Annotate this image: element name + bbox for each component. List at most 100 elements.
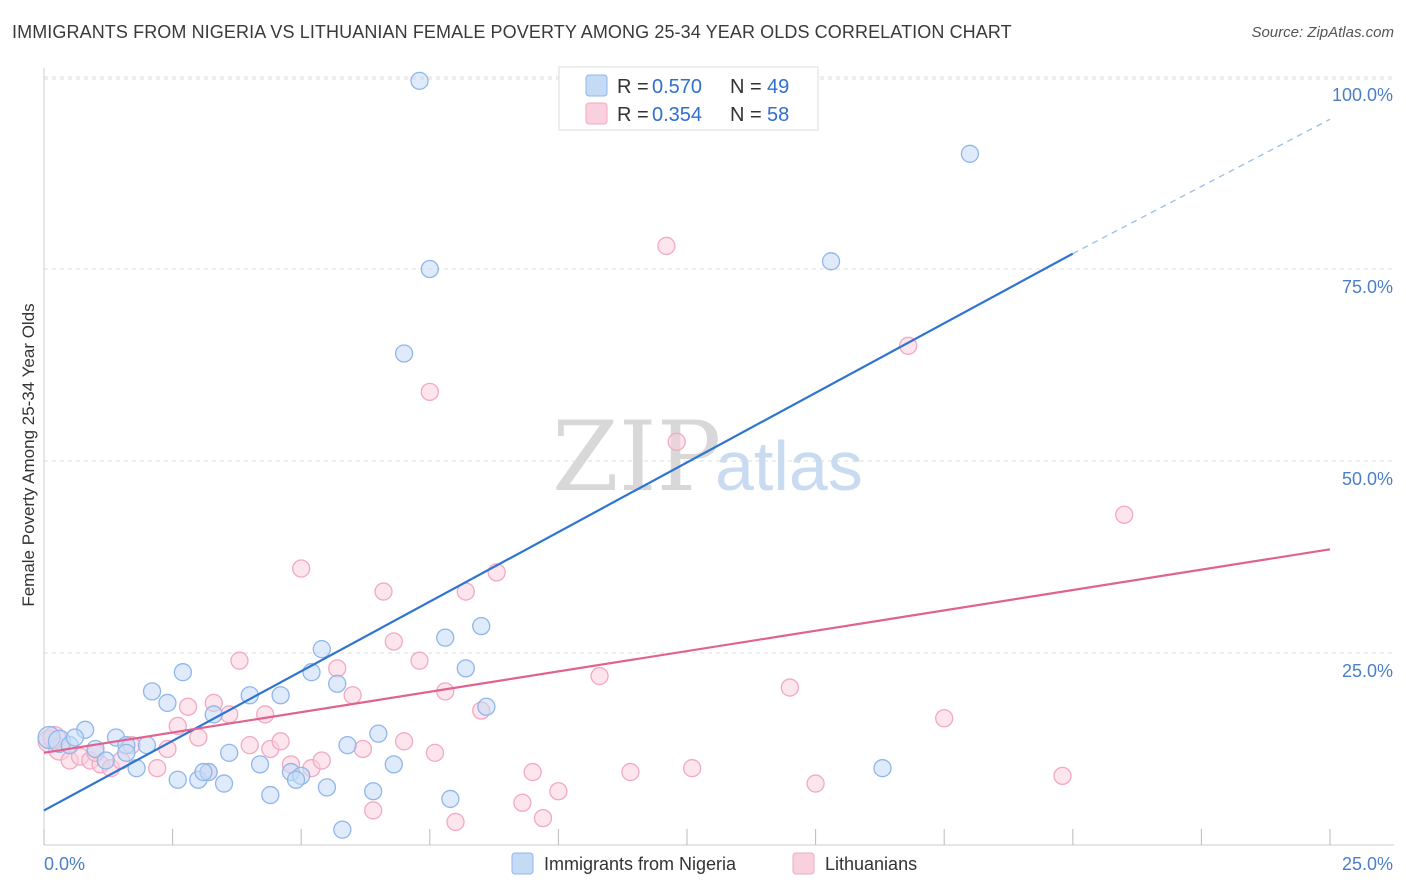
lithuanian-point [780, 678, 800, 697]
lithuanian-point [394, 732, 414, 751]
nigeria-point [333, 820, 352, 839]
lithuanian-point [256, 705, 275, 724]
nigeria-point [873, 759, 892, 778]
series-legend-swatch-lithuanians [792, 852, 815, 875]
nigeria-point [117, 743, 136, 762]
legend-swatch-lithuanians [585, 102, 608, 125]
chart-title: IMMIGRANTS FROM NIGERIA VS LITHUANIAN FE… [12, 22, 1012, 42]
lithuanian-point [384, 632, 403, 651]
y-tick-label: 25.0% [1342, 661, 1393, 681]
y-tick-label: 75.0% [1342, 277, 1393, 297]
series-legend-swatch-nigeria [511, 852, 534, 875]
x-tick-label-max: 25.0% [1342, 854, 1393, 874]
legend-n-label-lithuanians: N = [730, 104, 762, 126]
lithuanian-point [436, 682, 455, 701]
y-axis-title: Female Poverty Among 25-34 Year Olds [19, 303, 38, 606]
lithuanian-point [935, 709, 954, 728]
lithuanian-point [1115, 505, 1134, 524]
y-tick-label: 50.0% [1342, 469, 1393, 489]
nigeria-point [436, 628, 455, 647]
watermark-zip: ZIP [552, 401, 721, 513]
tick-labels: 25.0% 50.0% 75.0% 100.0% 0.0% 25.0% [44, 85, 1393, 874]
nigeria-point [173, 663, 193, 682]
nigeria-point [271, 686, 290, 705]
nigeria-point [821, 252, 841, 271]
grid-lines [44, 76, 1394, 654]
lithuanian-point [420, 382, 439, 402]
lithuanian-point [667, 432, 686, 451]
nigeria-point [328, 674, 347, 693]
series-legend: Immigrants from Nigeria Lithuanians [511, 852, 917, 875]
lithuanian-point [513, 793, 532, 812]
nigeria-point [127, 759, 146, 778]
nigeria-point [441, 789, 460, 809]
legend-swatch-nigeria [585, 74, 608, 97]
nigeria-trend-extension [1072, 118, 1331, 255]
nigeria-point [194, 762, 213, 782]
lithuanian-point [292, 559, 311, 578]
nigeria-point [456, 659, 475, 678]
nigeria-point [96, 751, 115, 770]
data-points [37, 71, 1134, 839]
lithuanian-point [374, 582, 393, 601]
legend-r-label-lithuanians: R = [617, 104, 649, 126]
lithuanian-point [549, 782, 568, 801]
nigeria-point [168, 770, 187, 789]
lithuanian-point [271, 732, 290, 751]
lithuanian-point [1053, 766, 1072, 786]
nigeria-point [317, 778, 337, 797]
lithuanian-point [312, 751, 331, 770]
lithuanian-point [328, 659, 347, 678]
lithuanian-point [364, 801, 383, 820]
nigeria-point [250, 755, 270, 774]
lithuanian-point [425, 743, 445, 762]
trend-lines [43, 118, 1331, 812]
series-legend-label-lithuanians: Lithuanians [825, 854, 917, 874]
nigeria-point [472, 616, 491, 636]
nigeria-point [477, 697, 496, 716]
lithuanian-point [682, 759, 702, 778]
lithuanian-point [657, 236, 676, 256]
axes [43, 68, 1394, 846]
lithuanian-point [621, 762, 640, 782]
nigeria-trend-line [43, 252, 1074, 812]
nigeria-point [394, 344, 414, 363]
lithuanian-point [533, 808, 553, 828]
nigeria-point [410, 71, 429, 90]
lithuanian-point [446, 812, 465, 832]
lithuanian-point [353, 739, 373, 759]
nigeria-point [364, 782, 383, 801]
lithuanian-point [230, 651, 249, 670]
lithuanian-point [240, 736, 259, 755]
nigeria-point [142, 682, 162, 701]
source-credit: Source: ZipAtlas.com [1251, 24, 1394, 41]
lithuanian-point [410, 651, 429, 670]
nigeria-point [220, 743, 239, 762]
nigeria-point [65, 728, 85, 747]
lithuanian-trend-line [43, 548, 1331, 754]
nigeria-point [338, 736, 357, 755]
nigeria-point [960, 144, 980, 163]
legend-r-label-nigeria: R = [617, 76, 649, 98]
legend-r-value-nigeria: 0.570 [652, 76, 702, 98]
legend-n-value-nigeria: 49 [767, 76, 789, 98]
lithuanian-point [343, 686, 362, 705]
legend-r-value-lithuanians: 0.354 [652, 104, 702, 126]
nigeria-point [158, 693, 177, 713]
nigeria-point [384, 755, 403, 774]
nigeria-point [312, 640, 331, 659]
legend-n-label-nigeria: N = [730, 76, 762, 98]
lithuanian-point [189, 728, 208, 747]
legend-n-value-lithuanians: 58 [767, 104, 789, 126]
nigeria-point [214, 774, 234, 793]
x-tick-label-min: 0.0% [44, 854, 85, 874]
nigeria-point [261, 785, 280, 805]
nigeria-point [420, 259, 439, 279]
nigeria-point [369, 724, 388, 743]
lithuanian-point [178, 697, 198, 716]
watermark-atlas: atlas [715, 427, 863, 505]
lithuanian-point [523, 762, 542, 782]
nigeria-point [286, 770, 306, 789]
lithuanian-point [590, 666, 609, 686]
